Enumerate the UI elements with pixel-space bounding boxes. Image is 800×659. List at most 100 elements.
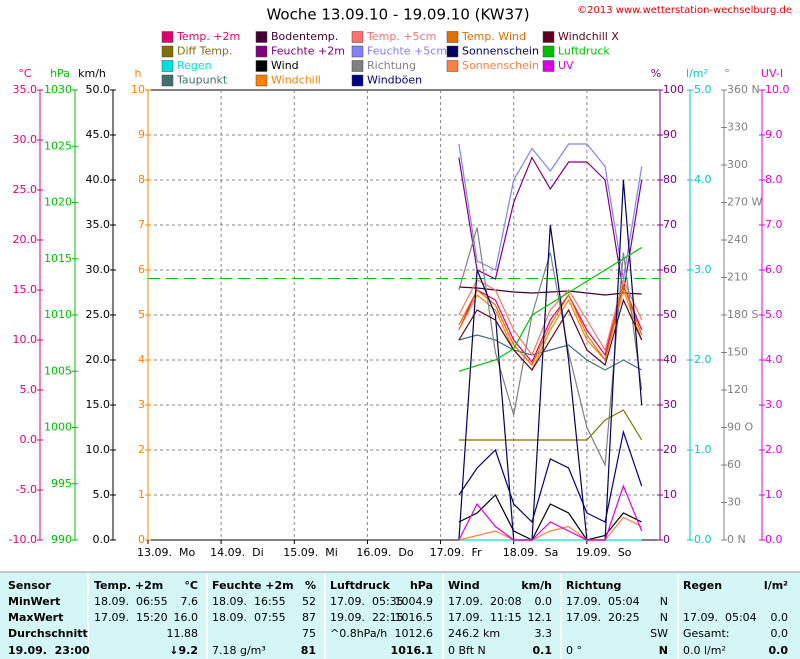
y-tick-label: 80 <box>663 173 677 186</box>
y-tick-label: 8.0 <box>765 173 783 186</box>
table-cell: 1012.6 <box>395 627 434 640</box>
legend-label: Temp. +5cm <box>366 30 436 43</box>
axis-unit: h <box>135 67 142 80</box>
x-tick-label: 19.09. So <box>576 546 632 559</box>
y-tick-label: 0 <box>138 533 145 546</box>
table-cell: N <box>660 595 668 608</box>
y-tick-label: 5.0 <box>694 83 712 96</box>
table-cell: Sensor <box>8 579 51 592</box>
legend-swatch <box>351 74 364 87</box>
y-tick-label: 4 <box>138 353 145 366</box>
table-cell: 1004.9 <box>395 595 434 608</box>
legend-swatch <box>351 31 364 43</box>
legend-label: Sonnenschein <box>462 59 539 72</box>
y-tick-label: 3.0 <box>765 398 783 411</box>
y-tick-label: 0.0 <box>694 533 712 546</box>
y-tick-label: 1000 <box>44 421 72 434</box>
axis-unit: l/m² <box>686 67 708 80</box>
table-cell: 0.0 <box>771 611 789 624</box>
table-cell: SW <box>650 627 668 640</box>
table-cell: % <box>305 579 316 592</box>
y-tick-label: -10.0 <box>9 533 37 546</box>
chart-title: Woche 13.09.10 - 19.09.10 (KW37) <box>266 6 529 24</box>
y-tick-label: 1.0 <box>694 443 712 456</box>
table-cell: l/m² <box>764 579 788 592</box>
table-cell: Wind <box>448 579 480 592</box>
y-tick-label: 25.0 <box>13 183 38 196</box>
table-cell: Gesamt: <box>683 627 730 640</box>
legend-label: Wind <box>271 59 299 72</box>
legend-swatch <box>255 74 268 87</box>
series-line <box>458 334 642 371</box>
table-cell: 17.09. 20:08 <box>448 595 522 608</box>
y-tick-label: 4.0 <box>765 353 783 366</box>
y-tick-label: 1.0 <box>765 488 783 501</box>
y-tick-label: 10 <box>131 83 145 96</box>
y-tick-label: 5 <box>138 308 145 321</box>
y-tick-label: 30 <box>727 496 741 509</box>
y-tick-label: 1010 <box>44 308 72 321</box>
axis-unit: UV-I <box>761 67 783 80</box>
y-tick-label: 30.0 <box>86 263 111 276</box>
table-cell: hPa <box>410 579 433 592</box>
series-line <box>458 283 643 364</box>
table-cell: 17.09. 05:35 <box>330 595 404 608</box>
legend-label: Temp. +2m <box>176 30 240 43</box>
x-tick-label: 17.09. Fr <box>430 546 483 559</box>
table-cell: 0.0 <box>771 627 789 640</box>
table-cell: 87 <box>302 611 316 624</box>
table-cell: 19.09. 23:00 <box>8 644 90 657</box>
y-tick-label: 10.0 <box>13 333 38 346</box>
y-tick-label: 9.0 <box>765 128 783 141</box>
y-tick-label: 1005 <box>44 364 72 377</box>
table-background <box>0 572 800 659</box>
series-line <box>458 227 643 468</box>
table-cell: MinWert <box>8 595 60 608</box>
y-tick-label: 10 <box>663 488 677 501</box>
table-cell: 7.6 <box>181 595 199 608</box>
y-tick-label: 5.0 <box>93 488 111 501</box>
y-tick-label: 360 N <box>727 83 760 96</box>
y-tick-label: 100 <box>663 83 684 96</box>
table-cell: 17.09. 15:20 <box>94 611 168 624</box>
axis-unit: °C <box>18 67 32 80</box>
table-cell: ↓9.2 <box>169 644 198 657</box>
x-tick-label: 14.09. Di <box>210 546 264 559</box>
table-cell: Durchschnitt <box>8 627 88 640</box>
y-tick-label: 4.0 <box>694 173 712 186</box>
y-tick-label: 20.0 <box>86 353 111 366</box>
table-cell: Richtung <box>566 579 621 592</box>
table-cell: Luftdruck <box>330 579 391 592</box>
legend-swatch <box>161 45 174 58</box>
legend-swatch <box>542 45 555 58</box>
y-tick-label: 50.0 <box>86 83 111 96</box>
y-tick-label: 120 <box>727 383 748 396</box>
table-cell: 11.88 <box>167 627 199 640</box>
y-tick-label: 300 <box>727 158 748 171</box>
axis-unit: ° <box>724 67 730 80</box>
legend-label: Bodentemp. <box>271 30 338 43</box>
table-cell: 81 <box>301 644 316 657</box>
table-cell: ^0.8hPa/h <box>330 627 387 640</box>
y-tick-label: 8 <box>138 173 145 186</box>
y-tick-label: 40.0 <box>86 173 111 186</box>
y-tick-label: 995 <box>51 477 72 490</box>
y-tick-label: 10.0 <box>765 83 790 96</box>
legend-label: Diff Temp. <box>177 45 232 58</box>
table-cell: °C <box>184 579 198 592</box>
table-separators <box>87 574 679 659</box>
y-tick-label: 20 <box>663 443 677 456</box>
series-line <box>458 298 643 371</box>
table-cell: 0.0 <box>535 595 553 608</box>
table-cell: 1016.5 <box>395 611 434 624</box>
y-tick-label: 9 <box>138 128 145 141</box>
table-cell: N <box>660 611 668 624</box>
x-tick-label: 18.09. Sa <box>503 546 559 559</box>
legend-label: Windböen <box>367 74 422 87</box>
y-tick-label: 210 <box>727 271 748 284</box>
x-tick-label: 16.09. Do <box>356 546 413 559</box>
table-cell: 18.09. 06:55 <box>94 595 168 608</box>
series-line <box>458 179 643 541</box>
table-cell: 3.3 <box>535 627 553 640</box>
y-tick-label: 0.0 <box>765 533 783 546</box>
